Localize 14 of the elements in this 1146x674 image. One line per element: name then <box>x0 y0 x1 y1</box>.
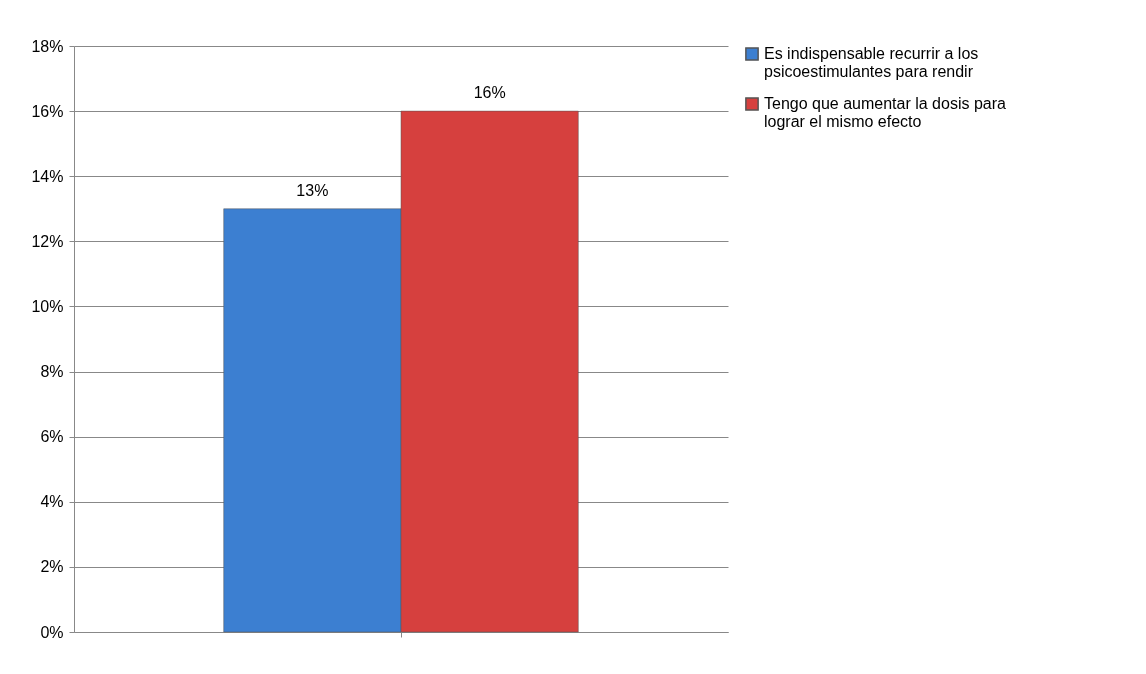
y-tick-label: 8% <box>40 363 64 381</box>
y-tick-label: 4% <box>40 493 64 511</box>
y-tick-label: 16% <box>31 102 64 120</box>
data-label: 16% <box>473 84 506 102</box>
data-label: 13% <box>296 181 329 199</box>
y-tick-label: 14% <box>31 167 64 185</box>
y-tick-label: 6% <box>40 428 64 446</box>
y-tick-label: 12% <box>31 232 64 250</box>
y-tick-label: 0% <box>40 623 64 641</box>
legend-label: Es indispensable recurrir a los psicoestimulantes para rendir <box>764 45 979 80</box>
y-tick-label: 10% <box>31 297 64 315</box>
y-tick-label: 18% <box>31 37 64 55</box>
y-tick-label: 2% <box>40 558 64 576</box>
legend-label: Tengo que aumentar la dosis para lograr el mismo efecto <box>764 95 1007 130</box>
